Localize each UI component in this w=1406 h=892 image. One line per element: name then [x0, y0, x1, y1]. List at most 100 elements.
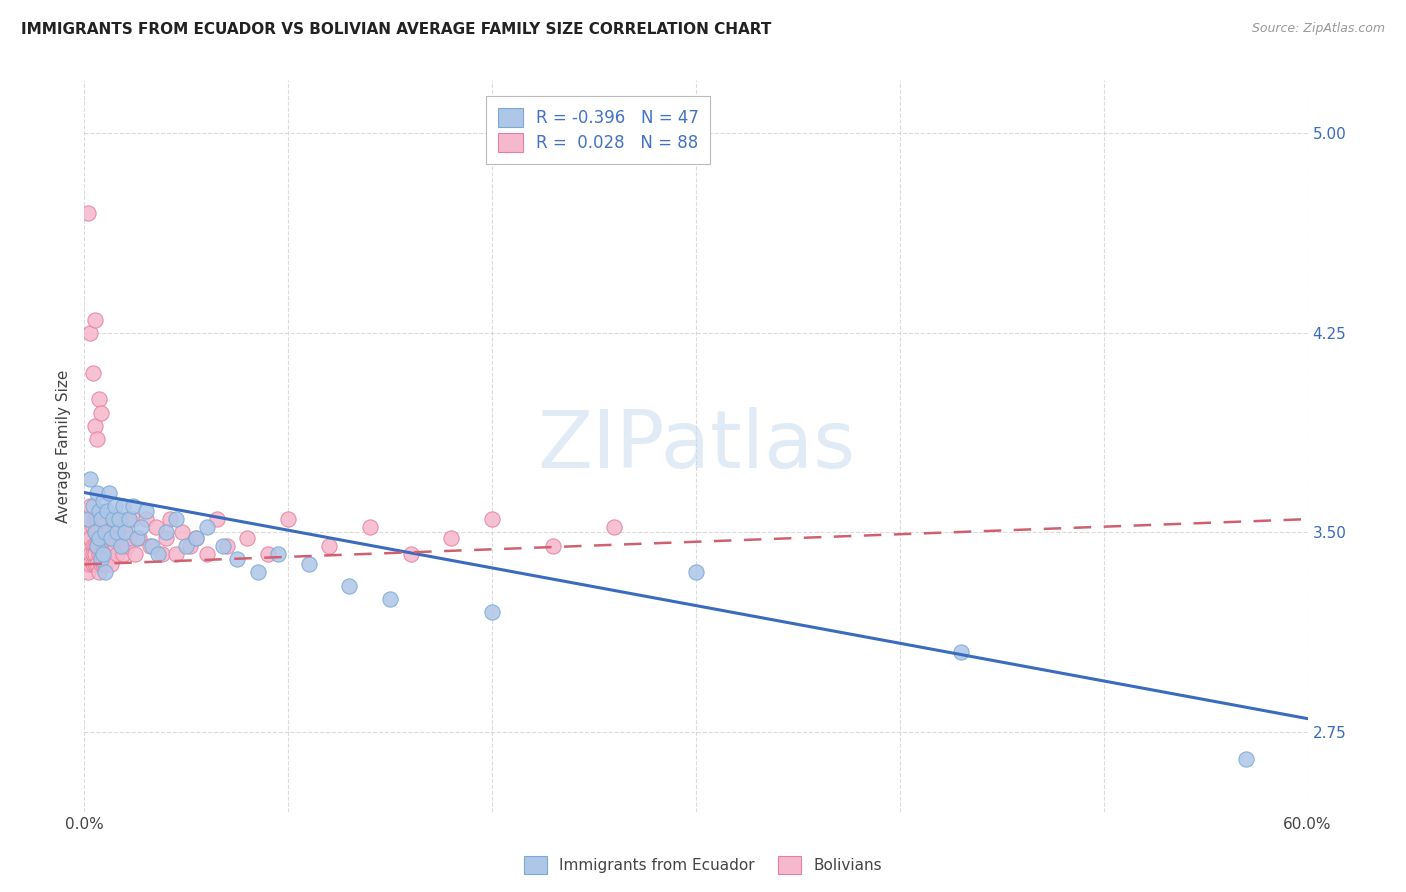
- Point: [172, 525, 194, 540]
- Text: IMMIGRANTS FROM ECUADOR VS BOLIVIAN AVERAGE FAMILY SIZE CORRELATION CHART: IMMIGRANTS FROM ECUADOR VS BOLIVIAN AVER…: [21, 22, 772, 37]
- Point: [91, 531, 114, 545]
- Point: [90, 531, 112, 545]
- Point: [75, 558, 97, 572]
- Point: [83, 539, 105, 553]
- Point: [90, 558, 112, 572]
- Point: [86, 539, 108, 553]
- Point: [86, 512, 108, 526]
- Point: [86, 539, 108, 553]
- Point: [83, 312, 105, 326]
- Point: [165, 512, 187, 526]
- Point: [155, 531, 177, 545]
- Point: [97, 485, 120, 500]
- Point: [122, 499, 145, 513]
- Point: [97, 525, 120, 540]
- Point: [83, 558, 105, 572]
- Point: [124, 547, 146, 561]
- Point: [236, 531, 259, 545]
- Point: [105, 525, 128, 540]
- Point: [91, 558, 114, 572]
- Point: [83, 419, 105, 434]
- Point: [87, 547, 110, 561]
- Point: [90, 512, 112, 526]
- Point: [114, 525, 136, 540]
- Point: [205, 512, 228, 526]
- Point: [108, 512, 131, 526]
- Point: [174, 539, 197, 553]
- Point: [135, 512, 157, 526]
- Point: [267, 547, 290, 561]
- Point: [83, 547, 105, 561]
- Point: [91, 547, 114, 561]
- Point: [155, 525, 177, 540]
- Point: [82, 499, 104, 513]
- Point: [128, 531, 150, 545]
- Point: [380, 591, 402, 606]
- Legend: R = -0.396   N = 47, R =  0.028   N = 88: R = -0.396 N = 47, R = 0.028 N = 88: [486, 96, 710, 163]
- Point: [217, 539, 239, 553]
- Point: [359, 520, 381, 534]
- Point: [118, 531, 141, 545]
- Point: [87, 504, 110, 518]
- Point: [79, 326, 101, 340]
- Point: [108, 531, 131, 545]
- Point: [110, 539, 132, 553]
- Point: [100, 531, 122, 545]
- Point: [115, 539, 138, 553]
- Point: [105, 547, 128, 561]
- Point: [339, 579, 361, 593]
- Point: [159, 512, 181, 526]
- Point: [79, 558, 101, 572]
- Point: [150, 547, 173, 561]
- Point: [90, 406, 112, 420]
- Point: [440, 531, 463, 545]
- Point: [96, 504, 118, 518]
- Point: [212, 539, 235, 553]
- Text: ZIPatlas: ZIPatlas: [537, 407, 855, 485]
- Point: [93, 558, 115, 572]
- Point: [93, 525, 115, 540]
- Point: [86, 525, 108, 540]
- Point: [96, 547, 118, 561]
- Point: [93, 520, 115, 534]
- Point: [77, 566, 100, 580]
- Point: [399, 547, 422, 561]
- Point: [79, 499, 101, 513]
- Point: [83, 525, 105, 540]
- Point: [77, 512, 100, 526]
- Point: [122, 512, 145, 526]
- Point: [87, 566, 110, 580]
- Point: [195, 520, 218, 534]
- Point: [179, 539, 201, 553]
- Legend: Immigrants from Ecuador, Bolivians: Immigrants from Ecuador, Bolivians: [519, 850, 887, 880]
- Point: [127, 531, 149, 545]
- Point: [195, 547, 218, 561]
- Point: [77, 512, 100, 526]
- Point: [101, 512, 124, 526]
- Point: [77, 525, 100, 540]
- Point: [104, 520, 127, 534]
- Point: [86, 485, 108, 500]
- Text: Source: ZipAtlas.com: Source: ZipAtlas.com: [1251, 22, 1385, 36]
- Point: [318, 539, 340, 553]
- Point: [100, 531, 122, 545]
- Point: [86, 433, 108, 447]
- Point: [96, 539, 118, 553]
- Point: [685, 566, 707, 580]
- Point: [141, 539, 163, 553]
- Point: [101, 512, 124, 526]
- Y-axis label: Average Family Size: Average Family Size: [56, 369, 72, 523]
- Point: [146, 547, 169, 561]
- Point: [118, 512, 141, 526]
- Point: [87, 392, 110, 407]
- Point: [82, 558, 104, 572]
- Point: [97, 547, 120, 561]
- Point: [298, 558, 321, 572]
- Point: [77, 206, 100, 220]
- Point: [87, 531, 110, 545]
- Point: [90, 520, 112, 534]
- Point: [79, 547, 101, 561]
- Point: [79, 472, 101, 486]
- Point: [950, 645, 973, 659]
- Point: [91, 547, 114, 561]
